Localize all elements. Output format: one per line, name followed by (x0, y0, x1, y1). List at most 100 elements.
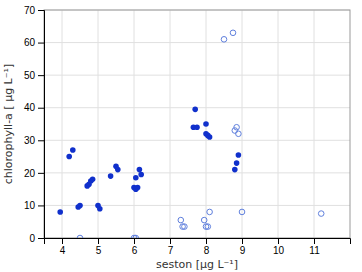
grid-line (62, 10, 63, 238)
chart: 4 5 6 7 8 9 10 11 0 10 20 30 40 50 60 70 seston [µg L⁻¹]… (0, 0, 362, 272)
tick-mark (314, 238, 315, 244)
point (234, 160, 240, 166)
tick-label: 50 (24, 70, 36, 81)
tick: 10 (273, 238, 285, 256)
tick-label: 6 (132, 245, 138, 256)
tick-mark (38, 205, 44, 206)
tick: 50 (24, 70, 44, 81)
tick-mark (38, 238, 44, 239)
axis-line (45, 239, 351, 245)
tick-label: 10 (273, 245, 285, 256)
tick: 10 (24, 200, 44, 211)
grid-line (44, 42, 350, 43)
open-point (182, 224, 188, 230)
x-axis-title: seston [µg L⁻¹] (156, 258, 238, 271)
grid-line (44, 205, 350, 206)
points (57, 30, 324, 238)
tick: 30 (24, 135, 44, 146)
open-point (205, 224, 211, 230)
point (137, 167, 143, 173)
point (115, 167, 121, 173)
open-point (77, 235, 83, 238)
point (135, 185, 141, 191)
y-axis: 0 10 20 30 40 50 60 70 (24, 5, 45, 244)
tick-label: 40 (24, 102, 36, 113)
tick-mark (170, 238, 171, 244)
grid-line (314, 10, 315, 238)
tick-mark (62, 238, 63, 244)
grid-line (242, 10, 243, 238)
tick-label: 20 (24, 168, 36, 179)
axis-line (38, 11, 45, 239)
series (77, 30, 324, 238)
tick-mark (134, 238, 135, 244)
tick: 4 (60, 238, 66, 256)
tick: 11 (309, 238, 320, 256)
open-point (239, 209, 245, 215)
point (194, 124, 200, 130)
tick-mark (38, 10, 44, 11)
y-axis-title: chlorophyll-a [ µg L⁻¹] (2, 64, 15, 185)
tick-label: 5 (96, 245, 102, 256)
point (70, 147, 76, 153)
point (138, 172, 144, 178)
point (57, 209, 63, 215)
plot-frame (44, 10, 350, 238)
open-point (207, 209, 213, 215)
point (77, 203, 83, 209)
point (207, 134, 213, 140)
tick: 0 (29, 233, 44, 244)
grid-line (44, 75, 350, 76)
open-point (221, 37, 227, 43)
tick-label: 11 (309, 245, 320, 256)
tick: 7 (168, 238, 174, 256)
open-point (201, 217, 207, 223)
tick-mark (38, 108, 44, 109)
tick-mark (278, 238, 279, 244)
series (57, 107, 241, 215)
point (133, 175, 139, 181)
open-point (230, 30, 236, 36)
tick-label: 4 (60, 245, 66, 256)
grid-line (134, 10, 135, 238)
tick-mark (206, 238, 207, 244)
open-point (318, 211, 324, 217)
grid (44, 10, 350, 238)
tick-mark (38, 173, 44, 174)
tick-mark (38, 140, 44, 141)
plot-area: 4 5 6 7 8 9 10 11 0 10 20 30 40 50 60 70 (24, 5, 351, 256)
point (236, 152, 242, 158)
open-point (178, 217, 184, 223)
open-point (236, 131, 242, 137)
x-axis: 4 5 6 7 8 9 10 11 (45, 238, 351, 256)
grid-line (170, 10, 171, 238)
tick-label: 9 (240, 245, 246, 256)
tick-label: 30 (24, 135, 36, 146)
grid-line (278, 10, 279, 238)
tick-label: 8 (204, 245, 210, 256)
open-point (133, 235, 139, 238)
tick-label: 60 (24, 37, 36, 48)
point (192, 107, 198, 113)
tick: 8 (204, 238, 210, 256)
point (108, 173, 114, 179)
tick-label: 10 (24, 200, 36, 211)
point (66, 154, 72, 160)
tick: 9 (240, 238, 246, 256)
tick-label: 7 (168, 245, 174, 256)
open-point (234, 124, 240, 130)
tick-mark (38, 43, 44, 44)
tick: 6 (132, 238, 138, 256)
tick-label: 0 (29, 233, 35, 244)
tick-mark (38, 75, 44, 76)
tick: 70 (24, 5, 44, 16)
grid-line (44, 172, 350, 173)
tick: 60 (24, 37, 44, 48)
tick-mark (242, 238, 243, 244)
grid-line (44, 140, 350, 141)
tick-mark (98, 238, 99, 244)
point (97, 206, 103, 212)
tick-label: 70 (24, 5, 36, 16)
point (232, 167, 238, 173)
point (90, 177, 96, 183)
